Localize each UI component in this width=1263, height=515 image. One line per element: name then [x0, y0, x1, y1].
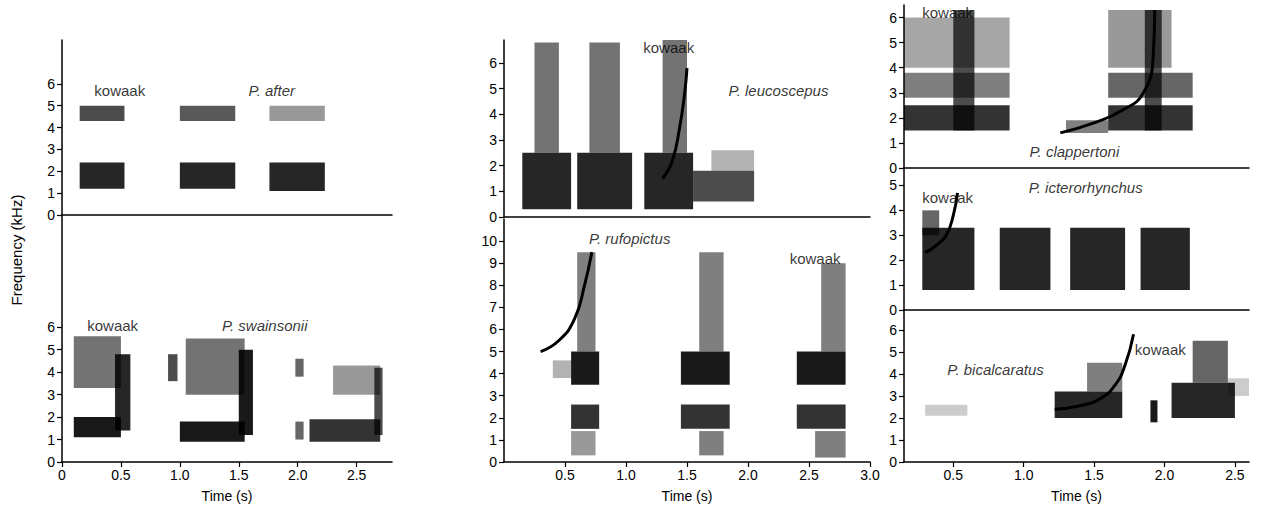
svg-text:2.0: 2.0	[738, 467, 758, 483]
svg-text:4: 4	[47, 120, 55, 136]
svg-text:1.0: 1.0	[1014, 467, 1034, 483]
svg-text:2: 2	[489, 410, 497, 426]
svg-text:kowaak: kowaak	[87, 317, 138, 334]
svg-text:2.0: 2.0	[288, 467, 308, 483]
svg-text:P. swainsonii: P. swainsonii	[222, 317, 308, 334]
svg-text:5: 5	[489, 344, 497, 360]
svg-text:Time (s): Time (s)	[662, 488, 713, 504]
svg-text:4: 4	[489, 366, 497, 382]
svg-text:0.5: 0.5	[555, 467, 575, 483]
svg-text:2.5: 2.5	[1225, 467, 1245, 483]
svg-text:2: 2	[889, 410, 897, 426]
svg-text:5: 5	[489, 81, 497, 97]
svg-text:Time (s): Time (s)	[1051, 488, 1102, 504]
svg-text:Time (s): Time (s)	[202, 488, 253, 504]
svg-text:2: 2	[489, 158, 497, 174]
svg-text:0: 0	[489, 454, 497, 470]
svg-text:2.5: 2.5	[799, 467, 819, 483]
svg-text:4: 4	[889, 366, 897, 382]
svg-text:P. leucoscepus: P. leucoscepus	[729, 82, 829, 99]
svg-text:6: 6	[47, 319, 55, 335]
svg-text:0: 0	[889, 454, 897, 470]
svg-text:1.5: 1.5	[677, 467, 697, 483]
svg-text:kowaak: kowaak	[922, 4, 973, 21]
svg-text:3: 3	[889, 388, 897, 404]
svg-text:2: 2	[47, 409, 55, 425]
svg-text:P. clappertoni: P. clappertoni	[1029, 143, 1119, 160]
svg-text:Frequency (kHz): Frequency (kHz)	[8, 195, 25, 306]
svg-text:9: 9	[489, 255, 497, 271]
svg-text:1: 1	[889, 277, 897, 293]
svg-text:3: 3	[47, 387, 55, 403]
svg-text:4: 4	[47, 364, 55, 380]
svg-text:0: 0	[47, 454, 55, 470]
svg-text:6: 6	[889, 322, 897, 338]
svg-text:1: 1	[47, 432, 55, 448]
svg-text:0: 0	[489, 209, 497, 225]
svg-text:P. rufopictus: P. rufopictus	[589, 230, 671, 247]
svg-text:kowaak: kowaak	[643, 39, 694, 56]
svg-text:0.5: 0.5	[111, 467, 131, 483]
svg-text:1: 1	[489, 183, 497, 199]
svg-text:2.5: 2.5	[347, 467, 367, 483]
svg-text:4: 4	[489, 106, 497, 122]
svg-text:6: 6	[47, 76, 55, 92]
svg-text:1.5: 1.5	[229, 467, 249, 483]
svg-text:P. bicalcaratus: P. bicalcaratus	[947, 361, 1044, 378]
svg-text:3: 3	[489, 132, 497, 148]
svg-text:5: 5	[47, 98, 55, 114]
svg-text:6: 6	[489, 321, 497, 337]
svg-text:0.5: 0.5	[944, 467, 964, 483]
svg-text:kowaak: kowaak	[94, 82, 145, 99]
svg-text:3: 3	[489, 388, 497, 404]
svg-text:6: 6	[889, 10, 897, 26]
svg-text:3: 3	[889, 227, 897, 243]
svg-text:4: 4	[889, 60, 897, 76]
svg-text:6: 6	[489, 55, 497, 71]
svg-text:10: 10	[481, 233, 497, 249]
svg-text:5: 5	[889, 35, 897, 51]
svg-text:2: 2	[47, 163, 55, 179]
svg-text:kowaak: kowaak	[790, 250, 841, 267]
svg-text:3.0: 3.0	[860, 467, 880, 483]
svg-text:1.0: 1.0	[170, 467, 190, 483]
svg-text:0: 0	[47, 207, 55, 223]
svg-text:2: 2	[889, 252, 897, 268]
svg-text:8: 8	[489, 277, 497, 293]
svg-text:1: 1	[489, 432, 497, 448]
svg-text:2: 2	[889, 110, 897, 126]
svg-text:P. icterorhynchus: P. icterorhynchus	[1029, 179, 1143, 196]
svg-text:1: 1	[889, 135, 897, 151]
svg-text:5: 5	[889, 177, 897, 193]
svg-text:1: 1	[889, 432, 897, 448]
svg-text:1: 1	[47, 185, 55, 201]
svg-text:kowaak: kowaak	[922, 189, 973, 206]
svg-text:0: 0	[889, 302, 897, 318]
svg-text:3: 3	[47, 141, 55, 157]
svg-text:P. after: P. after	[249, 82, 296, 99]
svg-text:1.5: 1.5	[1084, 467, 1104, 483]
svg-text:0: 0	[889, 160, 897, 176]
svg-text:3: 3	[889, 85, 897, 101]
svg-text:2.0: 2.0	[1155, 467, 1175, 483]
svg-text:5: 5	[889, 344, 897, 360]
svg-text:0: 0	[58, 467, 66, 483]
svg-text:5: 5	[47, 342, 55, 358]
svg-text:1.0: 1.0	[616, 467, 636, 483]
svg-text:kowaak: kowaak	[1135, 341, 1186, 358]
svg-text:7: 7	[489, 299, 497, 315]
svg-text:4: 4	[889, 202, 897, 218]
